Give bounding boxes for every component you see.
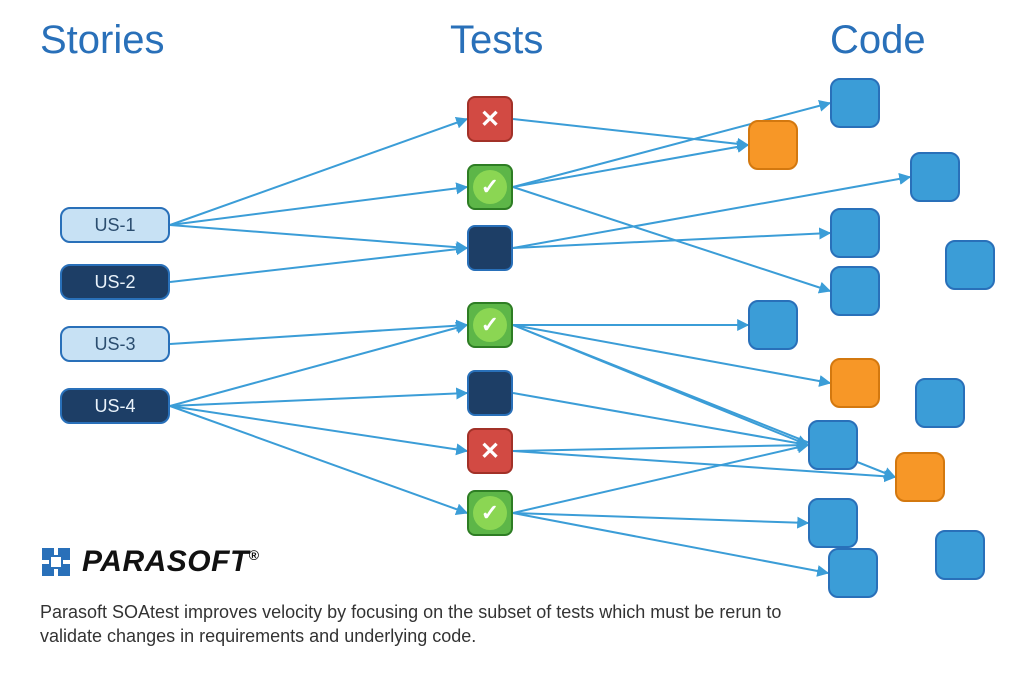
test-plain-icon [467,225,513,271]
heading-tests: Tests [450,18,543,63]
heading-code: Code [830,18,926,63]
test-plain-icon [467,370,513,416]
code-block [808,420,858,470]
caption-text: Parasoft SOAtest improves velocity by fo… [40,600,800,649]
story-us-1: US-1 [60,207,170,243]
story-label: US-2 [94,272,135,293]
code-block [895,452,945,502]
check-circle-icon [473,308,507,342]
check-icon [481,500,499,526]
code-block [828,548,878,598]
story-label: US-3 [94,334,135,355]
logo-text: PARASOFT® [82,545,260,579]
code-block [935,530,985,580]
code-block [748,120,798,170]
code-block [830,208,880,258]
story-label: US-1 [94,215,135,236]
code-block [830,78,880,128]
code-block [830,266,880,316]
cross-icon [480,105,500,134]
check-circle-icon [473,496,507,530]
check-icon [481,312,499,338]
code-block [915,378,965,428]
cross-icon [480,437,500,466]
code-block [808,498,858,548]
code-block [945,240,995,290]
check-circle-icon [473,170,507,204]
diagram-canvas: Stories Tests Code US-1 US-2 US-3 US-4 [0,0,1024,682]
logo-mark-icon [40,546,72,578]
test-pass-icon [467,490,513,536]
test-pass-icon [467,302,513,348]
code-block [830,358,880,408]
story-us-3: US-3 [60,326,170,362]
parasoft-logo: PARASOFT® [40,545,260,579]
story-us-4: US-4 [60,388,170,424]
check-icon [481,174,499,200]
story-label: US-4 [94,396,135,417]
test-fail-icon [467,96,513,142]
code-block [910,152,960,202]
test-pass-icon [467,164,513,210]
story-us-2: US-2 [60,264,170,300]
test-fail-icon [467,428,513,474]
code-block [748,300,798,350]
heading-stories: Stories [40,18,165,63]
